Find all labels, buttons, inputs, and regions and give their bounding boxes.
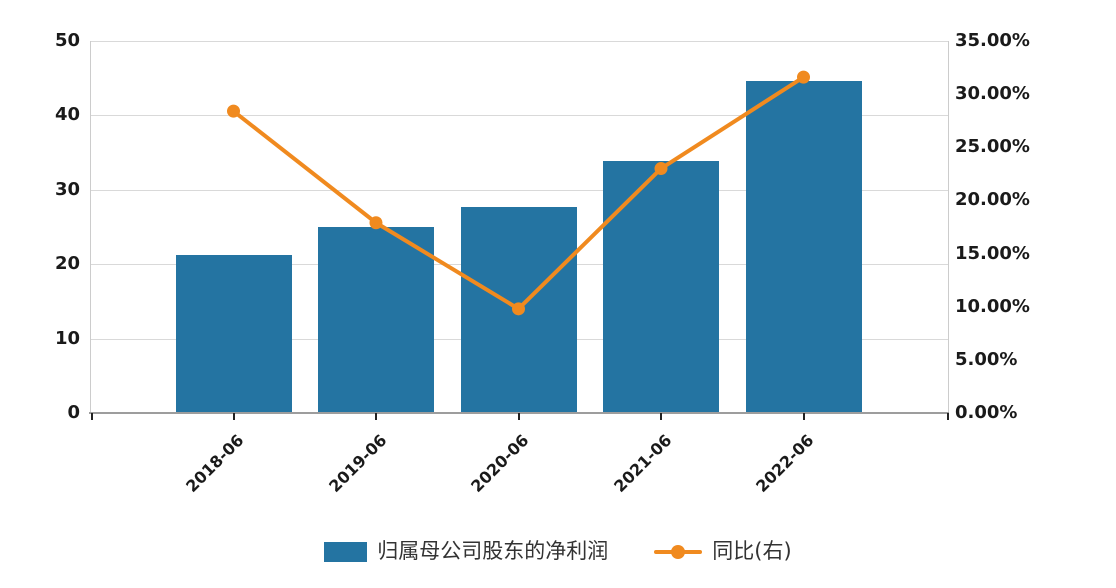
legend-item-yoy: 同比(右) (654, 539, 792, 563)
right-axis-tick-label-25: 25.00% (955, 136, 1030, 158)
line-point-2020-06 (512, 302, 525, 316)
left-axis-tick-label-0: 0 (67, 402, 80, 423)
line-point-2018-06 (227, 104, 240, 118)
bar-2021-06 (603, 160, 719, 413)
x-tick-2 (375, 413, 377, 420)
bar-2019-06 (318, 227, 434, 413)
right-axis-tick-label-35: 35.00% (955, 30, 1030, 51)
line-point-2021-06 (654, 162, 668, 176)
left-axis-tick-label-20: 20 (54, 253, 80, 275)
x-tick-3 (517, 413, 520, 420)
legend-label-yoy: 同比(右) (712, 539, 792, 563)
right-axis-tick-label-20: 20.00% (955, 189, 1030, 211)
left-axis-line (90, 41, 91, 413)
gridline-50 (90, 41, 948, 42)
line-series-path (231, 75, 806, 311)
x-tick-0 (91, 413, 93, 420)
right-axis-tick-label-15: 15.00% (955, 242, 1030, 264)
bar-2022-06 (745, 81, 862, 413)
right-axis-tick-label-0: 0.00% (955, 402, 1018, 423)
left-axis-tick-label-40: 40 (54, 104, 80, 126)
legend: 归属母公司股东的净利润 同比(右) (0, 539, 1116, 563)
x-tick-5 (802, 413, 805, 420)
line-series-dot-icon (671, 544, 686, 559)
x-tick-6 (947, 413, 949, 420)
right-axis-tick-label-5: 5.00% (955, 348, 1018, 370)
line-series-marker-icon (654, 544, 703, 559)
right-axis-tick-label-30: 30.00% (955, 83, 1030, 105)
bar-series-swatch-icon (324, 541, 368, 562)
right-axis-line (948, 41, 949, 413)
x-tick-1 (232, 413, 235, 420)
right-axis-tick-label-10: 10.00% (955, 295, 1030, 317)
x-tick-4 (660, 413, 662, 420)
left-axis-tick-label-30: 30 (54, 178, 80, 200)
gridline-40 (90, 115, 948, 117)
line-point-2022-06 (797, 70, 810, 84)
left-axis-tick-label-50: 50 (54, 30, 80, 51)
legend-label-net-profit: 归属母公司股东的净利润 (377, 539, 609, 563)
bar-2018-06 (175, 255, 292, 413)
left-axis-tick-label-10: 10 (54, 327, 80, 349)
line-point-2019-06 (369, 216, 383, 230)
legend-item-net-profit: 归属母公司股东的净利润 (324, 539, 609, 563)
gridline-30 (90, 189, 948, 191)
